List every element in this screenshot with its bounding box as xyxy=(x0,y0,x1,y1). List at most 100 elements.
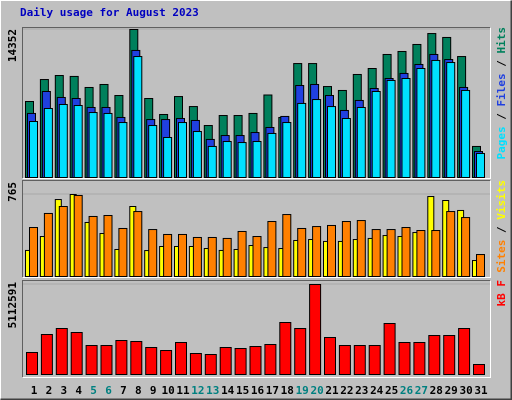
bar xyxy=(473,364,485,376)
legend-entry: Pages xyxy=(495,126,508,159)
bar xyxy=(219,346,232,376)
legend: Sites / Visits xyxy=(495,180,508,273)
bar xyxy=(413,341,426,375)
bar xyxy=(73,194,83,277)
legend-entry: kB F xyxy=(495,280,508,307)
bar xyxy=(297,102,307,178)
bar xyxy=(324,336,336,375)
bar xyxy=(338,345,351,375)
y-tick-label: 5112591 xyxy=(6,282,19,329)
x-tick-label: 24 xyxy=(370,384,384,397)
bar xyxy=(431,59,441,179)
x-tick-label: 3 xyxy=(60,384,67,397)
bar xyxy=(446,211,456,277)
bar xyxy=(58,206,68,278)
bar xyxy=(461,89,471,178)
bar xyxy=(204,354,217,376)
x-tick-label: 11 xyxy=(176,384,190,397)
bar xyxy=(192,236,202,277)
x-tick-label: 29 xyxy=(445,384,458,397)
legend-separator: / xyxy=(495,54,508,74)
bar xyxy=(88,215,98,278)
bar xyxy=(252,236,262,277)
bar xyxy=(115,340,128,375)
bar xyxy=(476,254,485,277)
bar xyxy=(279,321,292,375)
bar xyxy=(148,125,158,178)
bar xyxy=(163,136,173,178)
bar xyxy=(446,62,456,178)
bar xyxy=(43,212,53,277)
x-tick-label: 23 xyxy=(355,384,368,397)
legend-entry: Sites xyxy=(495,240,508,273)
y-tick-label: 765 xyxy=(6,182,19,202)
bar xyxy=(237,142,247,179)
bar xyxy=(461,217,471,277)
bar xyxy=(371,90,381,178)
panel-edge-light xyxy=(22,180,491,278)
bar xyxy=(341,118,351,179)
bar xyxy=(428,335,441,375)
x-tick-label: 7 xyxy=(120,384,127,397)
x-tick-label: 22 xyxy=(340,384,353,397)
bar xyxy=(234,347,247,375)
bar xyxy=(401,227,411,277)
bar xyxy=(163,233,173,278)
bar xyxy=(29,121,38,179)
bar xyxy=(175,341,187,375)
y-tick-label: 14352 xyxy=(6,29,19,62)
x-tick-label: 20 xyxy=(310,384,323,397)
bar xyxy=(282,214,292,278)
bar xyxy=(133,56,143,178)
bar xyxy=(458,328,471,376)
bar xyxy=(383,323,396,376)
bar xyxy=(371,229,381,277)
bar xyxy=(55,328,68,376)
bar xyxy=(88,112,98,178)
x-tick-label: 16 xyxy=(251,384,265,397)
x-tick-label: 15 xyxy=(236,384,249,397)
x-tick-label: 26 xyxy=(400,384,414,397)
x-tick-label: 12 xyxy=(191,384,204,397)
bar xyxy=(145,346,158,376)
legend-entry: Files xyxy=(495,73,508,106)
bar xyxy=(309,284,322,375)
bar xyxy=(85,345,98,375)
legend-entry: Visits xyxy=(495,180,508,220)
bar xyxy=(70,331,83,375)
x-tick-label: 18 xyxy=(281,384,294,397)
legend-entry: Hits xyxy=(495,27,508,54)
x-tick-label: 14 xyxy=(221,384,235,397)
x-tick-label: 2 xyxy=(46,384,53,397)
x-tick-label: 5 xyxy=(90,384,97,397)
panel-edge-dark xyxy=(22,27,491,179)
bar xyxy=(249,346,262,376)
x-tick-label: 10 xyxy=(161,384,174,397)
chart-title: Daily usage for August 2023 xyxy=(20,6,199,19)
panel-edge-dark xyxy=(22,280,491,378)
bar xyxy=(264,344,277,376)
bar xyxy=(26,351,38,376)
bar xyxy=(29,227,38,277)
bar xyxy=(222,141,232,178)
bar xyxy=(178,122,187,178)
bar xyxy=(43,108,53,178)
panel-edge-dark xyxy=(22,180,491,278)
x-tick-label: 31 xyxy=(474,384,488,397)
bar xyxy=(416,68,426,178)
bar xyxy=(160,350,173,375)
legend-separator: / xyxy=(495,107,508,127)
bar xyxy=(401,78,411,178)
x-tick-label: 17 xyxy=(266,384,279,397)
bar xyxy=(237,230,247,277)
x-tick-label: 4 xyxy=(75,384,82,397)
x-tick-label: 30 xyxy=(459,384,472,397)
panel-edge-light xyxy=(22,280,491,378)
bar xyxy=(73,105,83,178)
bar xyxy=(416,230,426,277)
bar xyxy=(443,335,456,375)
bar xyxy=(368,345,381,375)
legend-separator: / xyxy=(495,220,508,240)
